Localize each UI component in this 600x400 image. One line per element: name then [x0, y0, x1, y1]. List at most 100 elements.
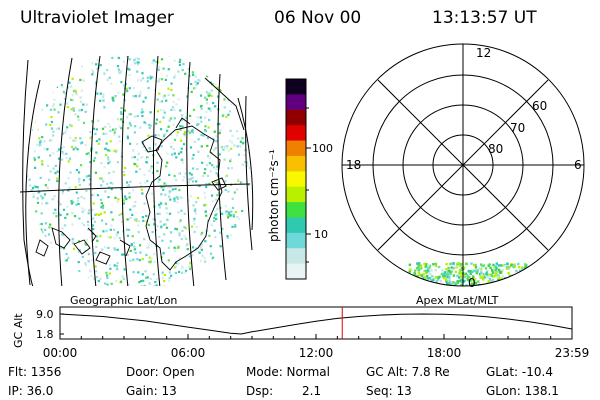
emission-dot — [109, 267, 112, 270]
emission-dot — [60, 62, 63, 65]
oval-dot — [515, 269, 518, 273]
emission-dot — [208, 234, 211, 237]
emission-dot — [180, 56, 183, 58]
emission-dot — [41, 136, 44, 139]
emission-dot — [91, 208, 94, 211]
emission-dot — [70, 85, 73, 88]
emission-dot — [140, 188, 143, 191]
emission-dot — [107, 156, 110, 159]
emission-dot — [169, 117, 173, 120]
emission-dot — [140, 285, 143, 286]
emission-dot — [240, 56, 243, 59]
emission-dot — [67, 288, 69, 290]
emission-dot — [130, 244, 133, 247]
emission-dot — [192, 153, 195, 157]
emission-dot — [72, 247, 76, 250]
emission-dot — [79, 280, 82, 283]
emission-dot — [238, 218, 241, 221]
emission-dot — [77, 240, 80, 243]
emission-dot — [87, 152, 90, 155]
oval-dot — [485, 270, 489, 273]
emission-dot — [174, 261, 177, 265]
emission-dot — [215, 217, 218, 221]
altitude-timeline: GC Alt 9.0 1.8 00:00 06:00 12:00 18:00 23:59 — [12, 306, 589, 360]
emission-dot — [227, 113, 230, 116]
emission-dot — [223, 158, 226, 161]
oval-dot — [428, 266, 431, 270]
meridian-line — [25, 79, 41, 286]
oval-dot — [488, 275, 491, 278]
emission-dot — [245, 252, 248, 255]
emission-dot — [109, 129, 112, 132]
emission-dot — [201, 231, 204, 234]
emission-dot — [168, 212, 172, 215]
oval-dot — [457, 262, 460, 265]
oval-dot — [434, 269, 437, 272]
emission-dot — [215, 168, 218, 171]
emission-dot — [95, 140, 98, 143]
emission-dot — [43, 147, 46, 150]
emission-dot — [158, 77, 161, 81]
emission-dot — [173, 246, 176, 249]
emission-dot — [78, 251, 81, 254]
emission-dot — [39, 176, 42, 179]
emission-dot — [248, 178, 250, 181]
emission-dot — [54, 68, 57, 71]
emission-dot — [193, 222, 196, 225]
emission-dot — [126, 89, 129, 93]
emission-dot — [134, 163, 137, 166]
emission-dot — [97, 142, 100, 145]
emission-dot — [235, 284, 238, 286]
emission-dot — [46, 65, 49, 68]
emission-dot — [145, 149, 148, 152]
emission-dot — [145, 253, 148, 257]
emission-dot — [104, 246, 107, 249]
xtick-label: 12:00 — [299, 346, 334, 360]
emission-dot — [204, 130, 208, 133]
emission-dot — [234, 51, 236, 53]
emission-dot — [190, 82, 193, 86]
emission-dot — [94, 265, 97, 268]
emission-dot — [32, 195, 35, 198]
oval-dot — [410, 285, 413, 286]
emission-dot — [113, 96, 116, 100]
emission-dot — [122, 170, 125, 174]
emission-dot — [225, 210, 228, 213]
emission-dot — [70, 200, 73, 203]
emission-dot — [142, 100, 145, 103]
oval-dot — [417, 264, 420, 267]
emission-dot — [135, 142, 139, 146]
emission-dot — [104, 153, 108, 157]
emission-dot — [192, 204, 195, 207]
oval-dot — [490, 283, 493, 286]
emission-dot — [142, 145, 145, 148]
emission-dot — [212, 101, 215, 105]
colorbar-band — [286, 232, 306, 249]
emission-dot — [99, 177, 102, 180]
emission-dot — [42, 196, 46, 199]
emission-dot — [95, 270, 98, 273]
emission-dot — [145, 220, 148, 223]
oval-dot — [432, 278, 435, 281]
emission-dot — [51, 152, 55, 155]
instrument-title: Ultraviolet Imager — [20, 8, 174, 28]
emission-dot — [63, 131, 67, 134]
emission-dot — [164, 193, 167, 196]
emission-dot — [200, 145, 203, 148]
emission-dot — [128, 113, 131, 116]
emission-dot — [188, 267, 192, 271]
emission-dot — [247, 86, 250, 89]
meridian-line — [186, 61, 195, 286]
emission-dot — [99, 99, 102, 102]
emission-dot — [212, 137, 215, 140]
status-door: Door: Open — [126, 365, 195, 379]
emission-dot — [50, 247, 53, 250]
emission-dot — [240, 105, 243, 108]
emission-dot — [28, 56, 31, 59]
emission-dot — [175, 156, 178, 159]
emission-dot — [57, 257, 60, 260]
emission-dot — [230, 268, 233, 271]
oval-dot — [524, 276, 527, 279]
emission-dot — [56, 78, 59, 81]
emission-dot — [170, 82, 173, 85]
